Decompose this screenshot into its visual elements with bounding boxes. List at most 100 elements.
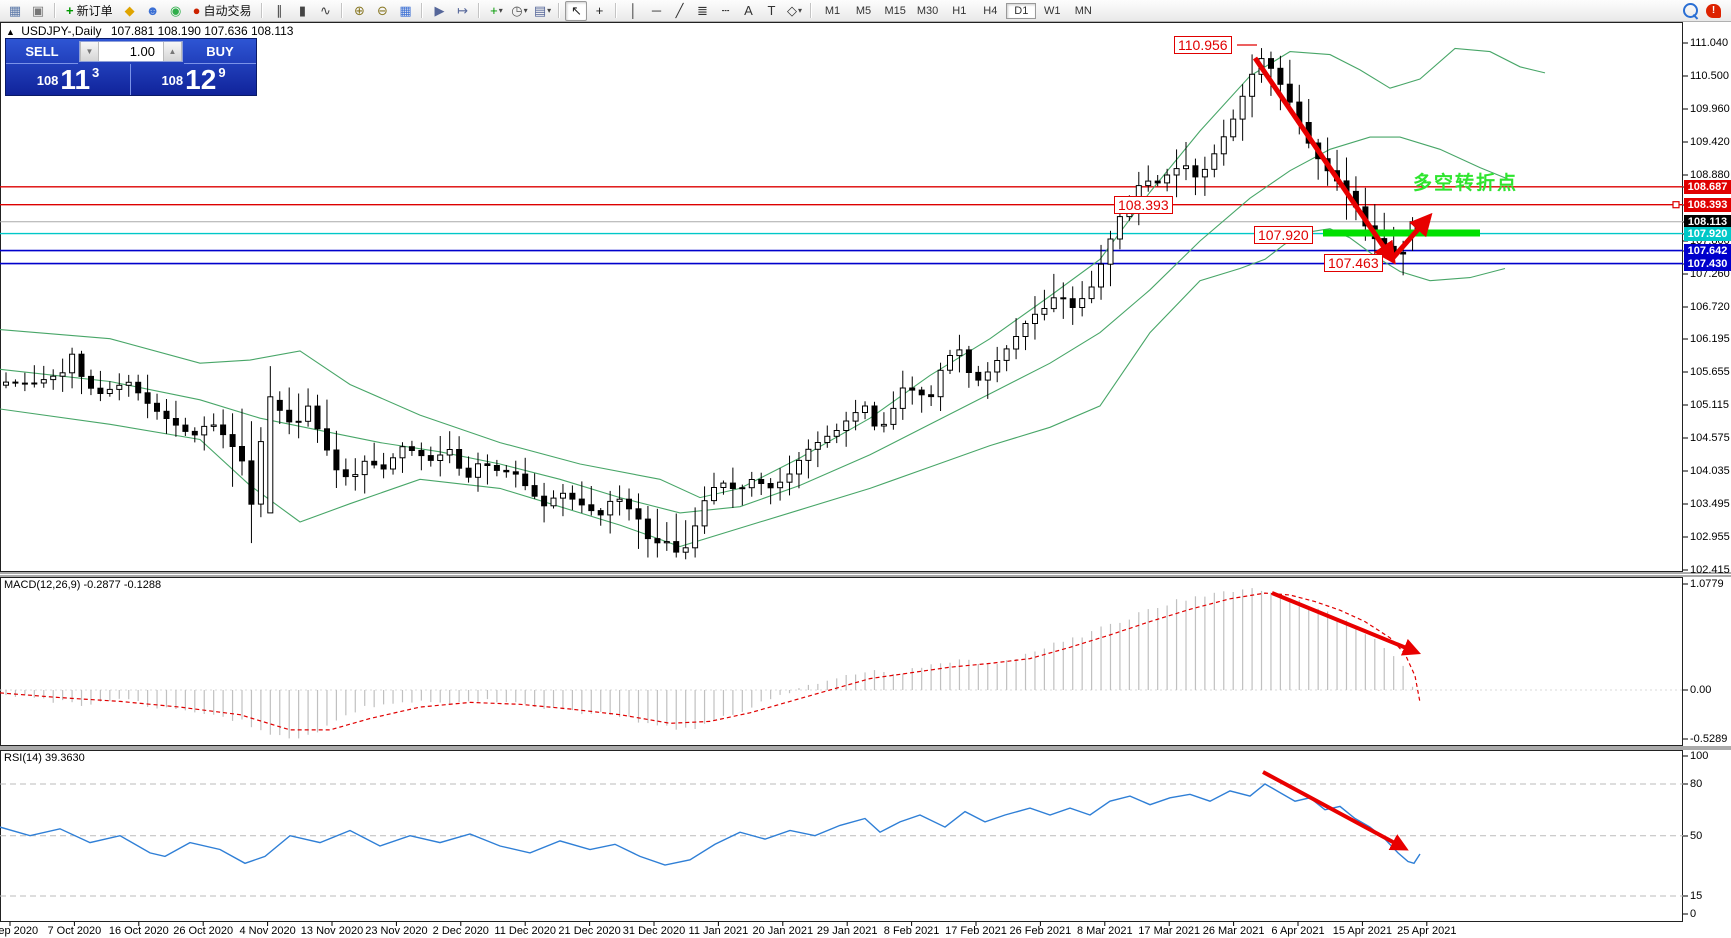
buy-price[interactable]: 108 12 9 — [131, 64, 256, 95]
timeframe-w1-button[interactable]: W1 — [1044, 4, 1061, 17]
bollinger-middle-band — [0, 136, 1511, 514]
horizontal-line-icon[interactable]: ─ — [651, 3, 662, 18]
price-axis-tick: 103.495 — [1690, 498, 1730, 510]
periods-icon[interactable]: ◷ ▾ — [511, 2, 528, 18]
bar-chart-mode-icon[interactable]: ∥ — [276, 2, 283, 18]
line-chart-mode-icon[interactable]: ∿ — [320, 2, 331, 18]
trendline-icon[interactable]: ╱ — [675, 2, 684, 18]
price-axis-tick: 106.720 — [1690, 301, 1730, 313]
chart-window-icon[interactable]: ▦ — [8, 2, 22, 18]
chart-shift-icon[interactable]: ↦ — [457, 2, 468, 18]
price-axis-tick: 105.655 — [1690, 366, 1730, 378]
turning-point-annotation[interactable]: 多空转折点 — [1413, 173, 1519, 194]
sell-button[interactable]: SELL — [6, 39, 78, 64]
price-axis-tick: 104.035 — [1690, 465, 1730, 477]
templates-icon-caret: ▾ — [547, 6, 552, 15]
timeframe-h4-button[interactable]: H4 — [983, 4, 998, 17]
peak-price-label[interactable]: 110.956 — [1174, 36, 1232, 54]
rsi-line — [0, 783, 1421, 866]
price-level-badge: 107.642 — [1684, 244, 1731, 258]
support-price-label[interactable]: 107.920 — [1254, 226, 1313, 244]
date-label: 11 Jan 2021 — [688, 925, 749, 937]
community-icon[interactable]: ☻ — [145, 3, 160, 18]
bollinger-lower-band — [0, 228, 1506, 548]
notifications-icon[interactable]: ! — [1706, 3, 1721, 18]
timeframe-m30-button[interactable]: M30 — [916, 4, 939, 17]
date-label: 11 Dec 2020 — [494, 925, 556, 937]
level-lines-layer — [0, 186, 1683, 265]
support-highlight-segment[interactable] — [1323, 229, 1480, 237]
price-level-badge: 108.113 — [1684, 215, 1731, 229]
toolbar-separator — [54, 3, 56, 18]
macd-signal-line — [0, 592, 1421, 731]
auto-trading-button[interactable]: ● 自动交易 — [188, 2, 257, 20]
timeframe-d1-button[interactable]: D1 — [1006, 2, 1037, 19]
price-axis-tick: 106.195 — [1690, 333, 1730, 345]
date-label: 16 Oct 2020 — [108, 925, 169, 937]
date-label: 7 Oct 2020 — [47, 925, 102, 937]
date-label: 26 Oct 2020 — [173, 925, 234, 937]
collapse-arrow-icon[interactable]: ▲ — [6, 27, 15, 37]
volume-up-button[interactable]: ▲ — [163, 42, 182, 61]
toolbar-separator — [478, 3, 481, 18]
tile-windows-icon[interactable]: ▦ — [399, 2, 412, 18]
timeframe-m1-button[interactable]: M1 — [824, 4, 841, 17]
auto-trading-button-glyph: ● — [192, 3, 201, 18]
crosshair-icon[interactable]: + — [595, 3, 604, 18]
text-tool-icon[interactable]: A — [744, 3, 753, 18]
volume-input[interactable]: 1.00 — [129, 44, 155, 59]
volume-down-button[interactable]: ▼ — [80, 42, 99, 61]
style-bucket-icon[interactable]: ◆ — [124, 2, 135, 18]
label-tool-icon[interactable]: T — [767, 3, 776, 18]
resistance-price-label[interactable]: 108.393 — [1114, 196, 1173, 214]
chart-canvas — [0, 22, 1731, 926]
trend-arrows-layer[interactable] — [1252, 56, 1433, 851]
toolbar-separator — [421, 3, 424, 18]
date-label: 31 Dec 2020 — [622, 925, 686, 937]
price-level-badge: 107.430 — [1684, 257, 1731, 271]
date-label: 17 Mar 2021 — [1138, 925, 1201, 937]
price-axis-tick: 102.415 — [1690, 564, 1730, 576]
sell-price[interactable]: 108 11 3 — [6, 64, 131, 95]
search-icon[interactable] — [1683, 3, 1698, 18]
new-order-button-label: 新订单 — [76, 4, 113, 18]
price-axis-tick: 100 — [1690, 750, 1709, 762]
candlestick-mode-icon[interactable]: ▮ — [298, 2, 307, 18]
date-label: 25 Apr 2021 — [1397, 925, 1457, 937]
date-label: 8 Feb 2021 — [883, 925, 940, 937]
templates-icon[interactable]: ▤ ▾ — [533, 2, 552, 18]
vertical-line-icon[interactable]: │ — [629, 3, 638, 18]
macd-layer — [0, 588, 1683, 739]
low-price-label[interactable]: 107.463 — [1324, 254, 1383, 272]
indicators-icon[interactable]: + ▾ — [490, 3, 503, 18]
bollinger-bands-layer — [0, 47, 1546, 548]
timeframe-h1-button[interactable]: H1 — [952, 4, 967, 17]
date-label: 6 Apr 2021 — [1271, 925, 1325, 937]
price-axis-tick: 110.500 — [1690, 70, 1729, 82]
timeframe-m5-button[interactable]: M5 — [855, 4, 872, 17]
buy-button[interactable]: BUY — [184, 39, 256, 64]
auto-scroll-icon[interactable]: ▶ — [434, 2, 445, 18]
buy-price-prefix: 108 — [161, 73, 184, 88]
price-level-badge: 108.687 — [1684, 180, 1731, 194]
volume-field: ▼ 1.00 ▲ — [79, 41, 183, 62]
sell-price-big: 11 — [60, 63, 91, 95]
timeframe-mn-button[interactable]: MN — [1074, 4, 1092, 17]
sell-price-prefix: 108 — [36, 73, 59, 88]
cursor-icon[interactable]: ↖ — [565, 0, 588, 21]
window-preview-icon[interactable]: ▣ — [31, 2, 45, 18]
date-label: 29 Jan 2021 — [816, 925, 878, 937]
rsi-label: RSI(14) 39.3630 — [4, 752, 85, 764]
new-order-button[interactable]: + 新订单 — [61, 2, 118, 20]
timeframe-m15-button[interactable]: M15 — [884, 4, 906, 17]
signals-icon[interactable]: ◉ — [169, 2, 182, 18]
chart-area[interactable]: ▲ USDJPY-,Daily 107.881 108.190 107.636 … — [0, 22, 1731, 938]
periods-icon-caret: ▾ — [523, 6, 528, 15]
shapes-icon[interactable]: ◇ ▾ — [786, 2, 802, 18]
zoom-out-icon[interactable]: ⊖ — [377, 2, 388, 18]
fibonacci-icon[interactable]: ≣ — [697, 2, 708, 18]
toolbar-right: ! — [1683, 3, 1727, 18]
grid-icon[interactable]: ┄ — [721, 2, 730, 18]
zoom-in-icon[interactable]: ⊕ — [354, 2, 365, 18]
date-label: 8 Sep 2020 — [0, 925, 39, 937]
